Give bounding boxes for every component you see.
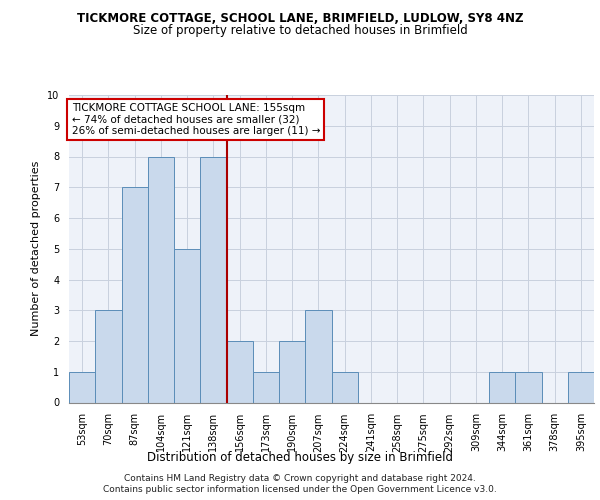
Text: TICKMORE COTTAGE SCHOOL LANE: 155sqm
← 74% of detached houses are smaller (32)
2: TICKMORE COTTAGE SCHOOL LANE: 155sqm ← 7… — [71, 102, 320, 136]
Bar — [121, 187, 148, 402]
Bar — [227, 341, 253, 402]
Text: TICKMORE COTTAGE, SCHOOL LANE, BRIMFIELD, LUDLOW, SY8 4NZ: TICKMORE COTTAGE, SCHOOL LANE, BRIMFIELD… — [77, 12, 523, 26]
Text: Distribution of detached houses by size in Brimfield: Distribution of detached houses by size … — [147, 451, 453, 464]
Y-axis label: Number of detached properties: Number of detached properties — [31, 161, 41, 336]
Bar — [95, 310, 121, 402]
Bar — [568, 372, 594, 402]
Bar — [279, 341, 305, 402]
Bar — [200, 156, 227, 402]
Bar — [148, 156, 174, 402]
Bar — [515, 372, 542, 402]
Bar — [253, 372, 279, 402]
Text: Size of property relative to detached houses in Brimfield: Size of property relative to detached ho… — [133, 24, 467, 37]
Bar — [305, 310, 331, 402]
Bar — [174, 248, 200, 402]
Text: Contains public sector information licensed under the Open Government Licence v3: Contains public sector information licen… — [103, 485, 497, 494]
Text: Contains HM Land Registry data © Crown copyright and database right 2024.: Contains HM Land Registry data © Crown c… — [124, 474, 476, 483]
Bar — [69, 372, 95, 402]
Bar — [331, 372, 358, 402]
Bar — [489, 372, 515, 402]
